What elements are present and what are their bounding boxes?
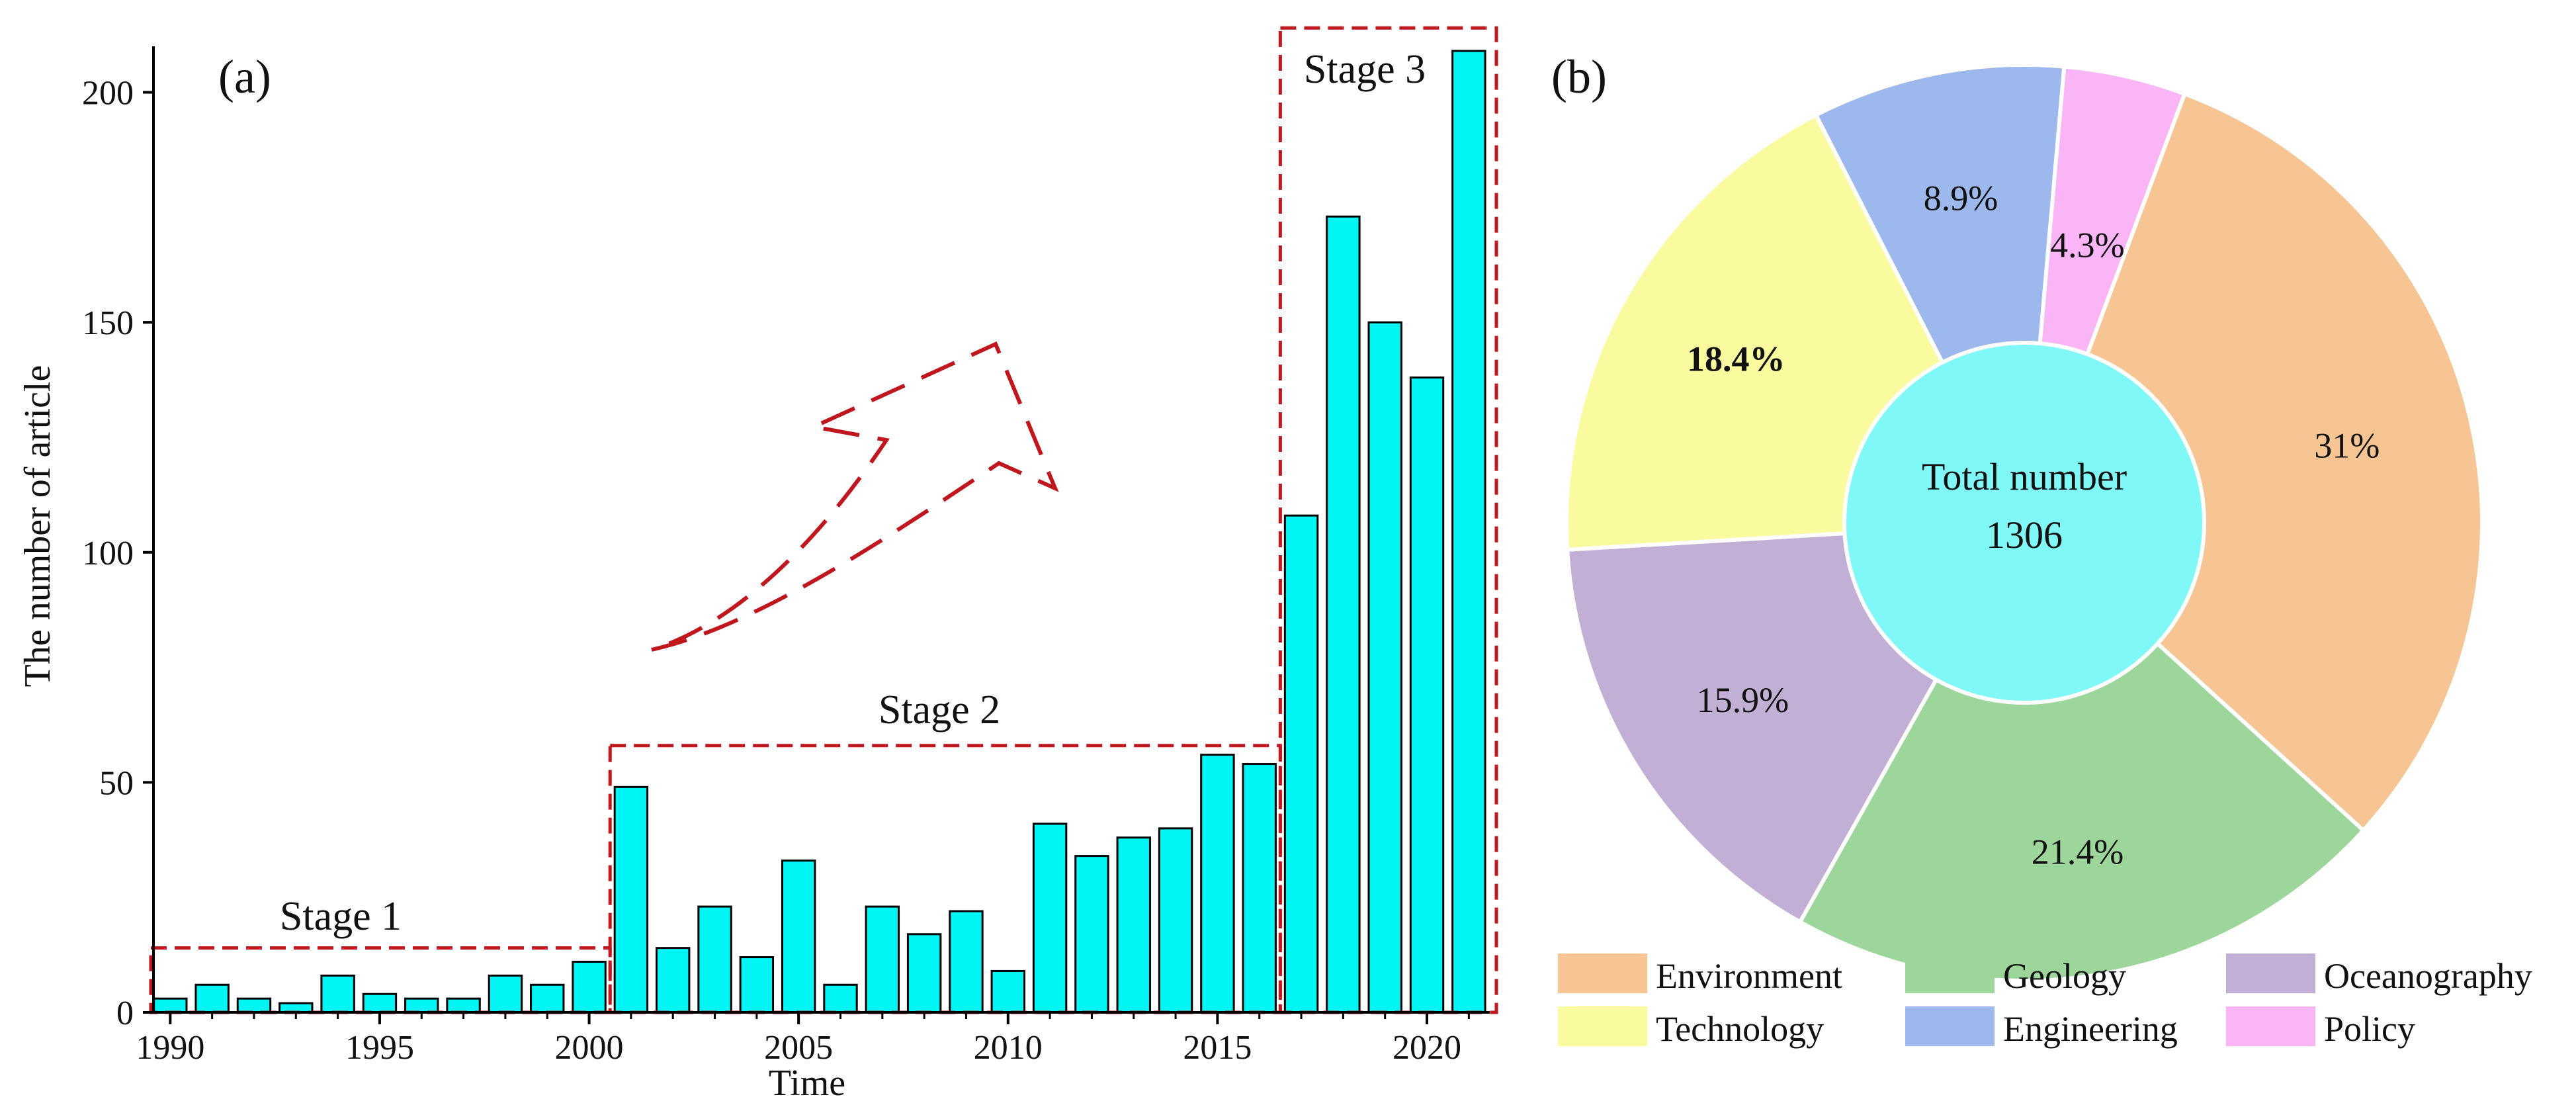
panel-b-label: (b) xyxy=(1551,50,1607,103)
bar-2011 xyxy=(1032,822,1068,1014)
pie-chart-panel: (b) Total number 1306 31% 21.4% 15.9% 18.4%… xyxy=(1551,50,2532,1049)
bar-2013 xyxy=(1116,836,1151,1014)
bar-2001 xyxy=(613,785,649,1014)
bar-2020 xyxy=(1409,376,1445,1014)
legend-label-policy: Policy xyxy=(2324,1009,2415,1049)
x-tick-label: 2010 xyxy=(974,1029,1043,1067)
center-label-line1: Total number xyxy=(1922,455,2127,498)
bar-2006 xyxy=(823,983,858,1014)
bar-2003 xyxy=(697,905,732,1014)
growth-arrow xyxy=(651,341,1059,652)
legend-label-technology: Technology xyxy=(1656,1009,1824,1049)
panel-a-label: (a) xyxy=(218,50,271,103)
bar-1994 xyxy=(320,974,355,1014)
legend-swatch-policy xyxy=(2226,1006,2315,1046)
legend-label-environment: Environment xyxy=(1656,956,1842,996)
stage-1-label: Stage 1 xyxy=(280,894,402,939)
legend: Environment Geology Oceanography Technology… xyxy=(1558,953,2532,1049)
x-axis-title: Time xyxy=(769,1063,845,1104)
y-tick-label: 100 xyxy=(82,535,134,572)
x-tick-label: 1990 xyxy=(136,1029,204,1067)
center-label-total: 1306 xyxy=(1986,513,2063,556)
x-tick-label: 2020 xyxy=(1393,1029,1461,1067)
bar-2000 xyxy=(572,961,607,1014)
bar-2014 xyxy=(1158,827,1193,1014)
slice-label-oceanography: 15.9% xyxy=(1697,680,1789,720)
y-tick-label: 50 xyxy=(99,764,134,802)
bar-2008 xyxy=(906,933,942,1014)
bar-2019 xyxy=(1367,321,1402,1014)
slice-label-environment: 31% xyxy=(2314,426,2380,466)
slice-label-engineering: 8.9% xyxy=(1924,178,1998,218)
legend-swatch-geology xyxy=(1905,953,1995,993)
bar-2009 xyxy=(949,910,984,1014)
legend-swatch-technology xyxy=(1558,1006,1647,1046)
bar-2004 xyxy=(739,956,775,1014)
legend-swatch-oceanography xyxy=(2226,953,2315,993)
stage-3-box xyxy=(1278,26,1498,1014)
legend-label-geology: Geology xyxy=(2003,956,2126,996)
stage-2-label: Stage 2 xyxy=(879,687,1000,732)
bar-2018 xyxy=(1326,215,1361,1014)
x-tick-label: 2015 xyxy=(1183,1029,1252,1067)
bar-2007 xyxy=(865,905,900,1014)
bar-1997 xyxy=(446,997,481,1014)
x-tick-label: 2005 xyxy=(764,1029,833,1067)
bar-2017 xyxy=(1283,514,1319,1014)
center-circle xyxy=(1842,341,2206,705)
x-tick-label: 1995 xyxy=(345,1029,414,1067)
bar-2012 xyxy=(1074,855,1109,1014)
bar-1990 xyxy=(153,997,188,1014)
axes: 0 50 100 150 200 1990 1995 2000 2005 2010 2015 2020 xyxy=(82,46,1490,1067)
slice-label-technology: 18.4% xyxy=(1687,339,1785,379)
legend-label-engineering: Engineering xyxy=(2003,1009,2178,1049)
bar-1995 xyxy=(362,993,398,1014)
bar-2002 xyxy=(656,947,691,1014)
bar-1999 xyxy=(530,983,565,1014)
bar-2016 xyxy=(1242,763,1277,1014)
slice-label-policy: 4.3% xyxy=(2050,226,2124,265)
bar-2015 xyxy=(1200,754,1235,1014)
stage-annotations: Stage 1 Stage 2 Stage 3 xyxy=(149,26,1498,1014)
legend-swatch-engineering xyxy=(1905,1006,1995,1046)
legend-label-oceanography: Oceanography xyxy=(2324,956,2532,996)
slice-environment xyxy=(2022,91,2484,834)
bar-series xyxy=(153,50,1486,1014)
y-tick-label: 150 xyxy=(82,304,134,342)
bar-chart-panel: (a) Stage 1 Stage 2 Stage 3 0 50 100 150 200 19… xyxy=(17,26,1498,1104)
bar-2010 xyxy=(990,969,1025,1014)
x-tick-label: 2000 xyxy=(555,1029,624,1067)
bar-1998 xyxy=(488,974,523,1014)
slice-labels: 31% 21.4% 15.9% 18.4% 8.9% 4.3% xyxy=(1687,178,2380,871)
growth-arrow-icon xyxy=(651,341,1059,652)
bar-1996 xyxy=(404,997,439,1014)
slice-geology xyxy=(1797,519,2366,983)
y-axis-title: The number of article xyxy=(17,365,58,687)
y-tick-label: 200 xyxy=(82,75,134,112)
bar-1992 xyxy=(236,997,272,1014)
legend-swatch-environment xyxy=(1558,953,1647,993)
slice-label-geology: 21.4% xyxy=(2032,832,2124,872)
stage-3-label: Stage 3 xyxy=(1304,47,1426,92)
bar-2005 xyxy=(781,860,816,1014)
y-tick-label: 0 xyxy=(116,995,134,1032)
bar-2021 xyxy=(1451,50,1486,1014)
bar-1991 xyxy=(194,983,230,1014)
